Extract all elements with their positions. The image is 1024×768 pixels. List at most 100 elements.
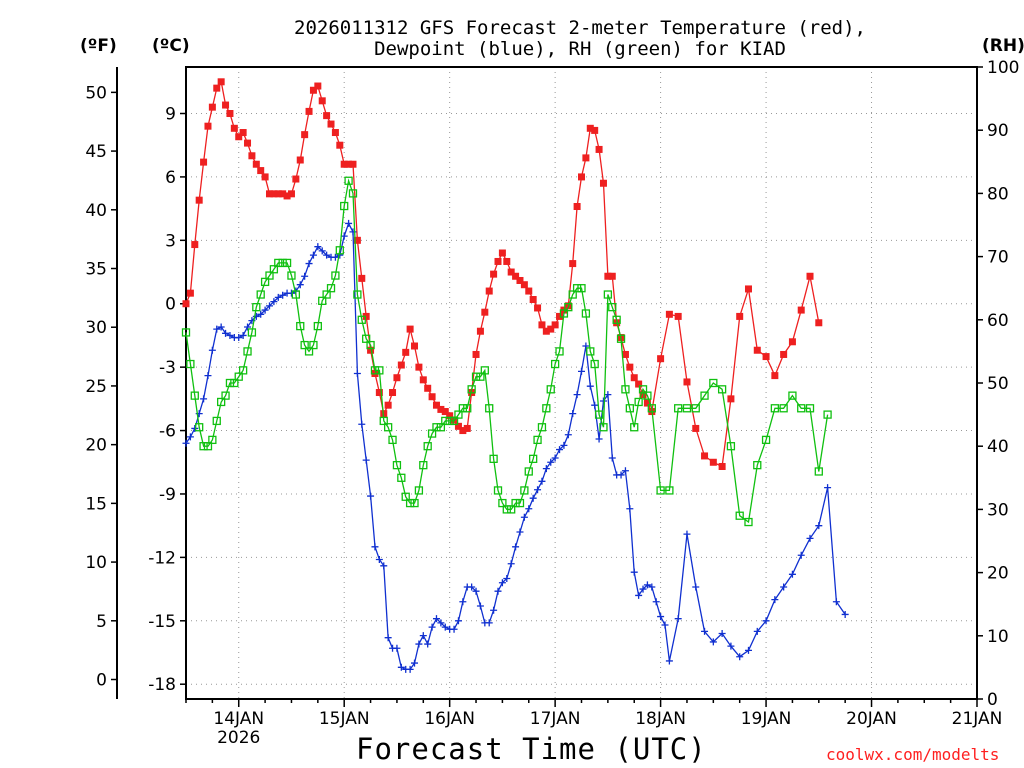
fahrenheit-tick-label: 50: [85, 83, 107, 103]
rh-point: [247, 328, 257, 337]
dewpoint-point: [287, 289, 295, 297]
rh-point: [682, 404, 692, 413]
dewpoint-point: [657, 613, 665, 621]
rh-point: [630, 423, 639, 432]
rh-point: [181, 328, 191, 337]
rh-point: [195, 423, 204, 432]
dewpoint-point: [437, 619, 445, 627]
dewpoint-point: [415, 640, 423, 648]
dewpoint-point: [270, 298, 278, 306]
temperature-point: [643, 399, 651, 407]
dewpoint-point: [639, 585, 647, 593]
temperature-point: [186, 289, 194, 297]
rh-point: [665, 486, 674, 495]
temperature-point: [507, 268, 515, 276]
dewpoint-point: [621, 467, 629, 475]
temperature-point: [362, 312, 370, 320]
temperature-point: [665, 310, 673, 318]
celsius-tick-label: -18: [148, 675, 176, 695]
temperature-point: [454, 422, 462, 430]
dewpoint-point: [604, 391, 612, 399]
celsius-tick-label: -9: [159, 485, 176, 505]
x-tick-label: 21JAN: [952, 709, 1003, 729]
temperature-point: [222, 101, 230, 109]
temperature-point: [635, 380, 643, 388]
rh-point: [326, 284, 336, 293]
temperature-point: [367, 346, 375, 354]
temperature-point: [182, 300, 190, 308]
rh-point: [419, 461, 428, 470]
rh-point: [454, 410, 463, 419]
temperature-point: [292, 175, 300, 183]
dewpoint-point: [200, 395, 208, 403]
rh-point: [441, 416, 450, 426]
dewpoint-point: [824, 484, 832, 492]
x-tick-label: 17JAN: [530, 709, 581, 729]
temperature-point: [485, 287, 493, 295]
dewpoint-point: [674, 615, 682, 623]
dewpoint-point: [349, 228, 357, 236]
temperature-point: [718, 462, 726, 470]
rh-point: [331, 271, 340, 280]
rh-point: [375, 366, 384, 375]
rh-point: [735, 511, 744, 520]
fahrenheit-tick-label: 25: [85, 377, 107, 397]
temperature-point: [402, 348, 410, 356]
rh-point: [282, 258, 292, 268]
x-axis-label: Forecast Time (UTC): [356, 732, 707, 766]
temperature-point: [547, 325, 555, 333]
rh-point: [392, 461, 402, 470]
temperature-point: [432, 401, 440, 409]
dewpoint-point: [626, 505, 634, 513]
temperature-point: [736, 312, 744, 320]
temperature-point: [727, 395, 735, 403]
data-series: [181, 78, 849, 673]
temperature-point: [340, 160, 348, 168]
dewpoint-point: [643, 581, 651, 589]
dewpoint-point: [432, 615, 440, 623]
dewpoint-point: [709, 638, 717, 646]
dewpoint-point: [296, 281, 304, 289]
rh-point: [335, 246, 344, 255]
temperature-point: [516, 276, 524, 284]
temperature-point: [244, 139, 252, 147]
dewpoint-point: [595, 435, 603, 443]
temperature-point: [701, 452, 709, 460]
rh-point: [405, 498, 415, 508]
fahrenheit-tick-label: 15: [85, 494, 107, 514]
temperature-point: [331, 129, 339, 137]
rh-point: [199, 442, 208, 451]
rh-tick-label: 50: [987, 374, 1009, 394]
rh-point: [287, 271, 296, 280]
dewpoint-point: [498, 579, 506, 587]
rh-point: [445, 416, 454, 426]
temperature-point: [419, 376, 427, 384]
dewpoint-point: [226, 331, 234, 339]
temperature-point: [283, 192, 291, 200]
gridlines: [186, 67, 977, 699]
dewpoint-point: [208, 346, 216, 354]
dewpoint-point: [701, 627, 709, 635]
rh-point: [296, 321, 305, 331]
rh-point: [761, 435, 771, 445]
temperature-point: [287, 190, 295, 198]
x-tick-sublabel: 2026: [217, 728, 260, 748]
rh-tick-label: 0: [987, 690, 998, 710]
rh-point: [463, 404, 472, 413]
dewpoint-point: [191, 424, 199, 432]
rh-point: [577, 284, 586, 293]
temperature-point: [481, 308, 489, 316]
rh-point: [410, 498, 419, 508]
temperature-line: [185, 80, 820, 468]
x-tick-label: 19JAN: [741, 709, 792, 729]
rh-point: [572, 284, 582, 293]
dewpoint-point: [318, 247, 326, 255]
rh-point: [388, 435, 397, 445]
x-tick-label: 18JAN: [635, 709, 686, 729]
celsius-tick-label: -15: [148, 612, 176, 632]
chart-title-line-2: Dewpoint (blue), RH (green) for KIAD: [374, 38, 786, 60]
dewpoint-point: [635, 591, 643, 599]
rh-point: [414, 486, 424, 495]
dewpoint-point: [560, 441, 568, 449]
rh-point: [542, 404, 551, 413]
